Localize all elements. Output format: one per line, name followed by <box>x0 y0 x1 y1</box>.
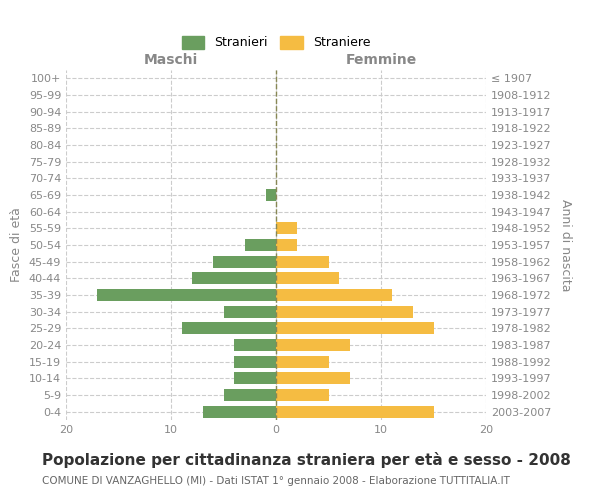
Bar <box>276 372 349 384</box>
Bar <box>223 306 276 318</box>
Bar <box>203 406 276 417</box>
Y-axis label: Fasce di età: Fasce di età <box>10 208 23 282</box>
Bar <box>276 356 329 368</box>
Bar <box>192 272 276 284</box>
Bar <box>276 239 297 251</box>
Bar <box>276 322 433 334</box>
Legend: Stranieri, Straniere: Stranieri, Straniere <box>177 31 375 54</box>
Bar <box>97 289 276 301</box>
Y-axis label: Anni di nascita: Anni di nascita <box>559 198 572 291</box>
Text: COMUNE DI VANZAGHELLO (MI) - Dati ISTAT 1° gennaio 2008 - Elaborazione TUTTITALI: COMUNE DI VANZAGHELLO (MI) - Dati ISTAT … <box>42 476 510 486</box>
Text: Femmine: Femmine <box>346 52 416 66</box>
Bar <box>276 256 329 268</box>
Bar <box>276 272 339 284</box>
Text: Popolazione per cittadinanza straniera per età e sesso - 2008: Popolazione per cittadinanza straniera p… <box>42 452 571 468</box>
Bar <box>276 406 433 417</box>
Text: Maschi: Maschi <box>144 52 198 66</box>
Bar <box>234 356 276 368</box>
Bar <box>276 339 349 351</box>
Bar <box>265 189 276 201</box>
Bar <box>223 389 276 401</box>
Bar <box>276 222 297 234</box>
Bar <box>213 256 276 268</box>
Bar <box>276 289 392 301</box>
Bar <box>234 339 276 351</box>
Bar <box>234 372 276 384</box>
Bar <box>276 306 413 318</box>
Bar <box>182 322 276 334</box>
Bar <box>276 389 329 401</box>
Bar <box>245 239 276 251</box>
